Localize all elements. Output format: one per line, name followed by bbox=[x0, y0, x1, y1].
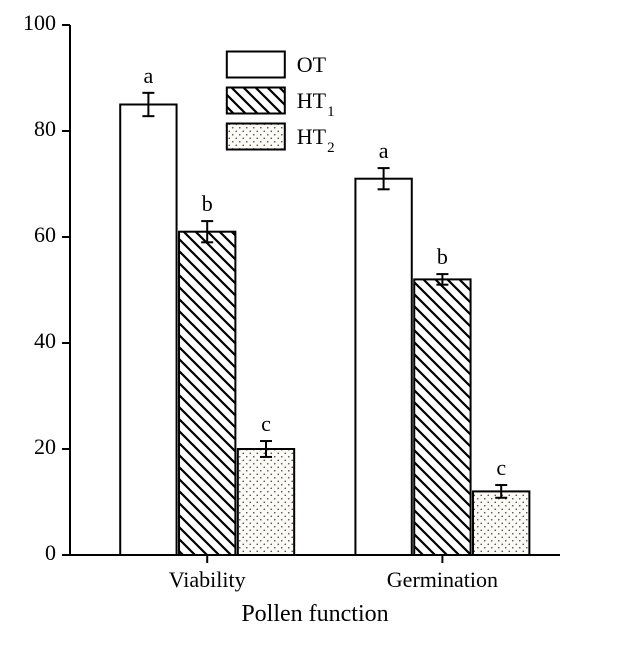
y-tick-label: 40 bbox=[34, 328, 56, 353]
sig-letter: a bbox=[144, 63, 154, 88]
bar-ht2-viability bbox=[238, 449, 294, 555]
sig-letter: b bbox=[202, 191, 213, 216]
bar-ht1-viability bbox=[179, 232, 235, 555]
y-tick-label: 0 bbox=[45, 540, 56, 565]
bar-ht2-germination bbox=[473, 491, 529, 555]
sig-letter: b bbox=[437, 244, 448, 269]
legend-swatch-ht1 bbox=[227, 88, 285, 114]
pollen-function-chart: 0 20 40 60 80 100 a b c Viability a b c Germination Po… bbox=[0, 0, 623, 663]
sig-letter: a bbox=[379, 138, 389, 163]
y-tick-label: 60 bbox=[34, 222, 56, 247]
bar-ht1-germination bbox=[414, 279, 470, 555]
legend-swatch-ht2 bbox=[227, 124, 285, 150]
x-axis-label: Pollen function bbox=[241, 601, 388, 627]
bar-ot-viability bbox=[120, 105, 176, 556]
legend-swatch-ot bbox=[227, 52, 285, 78]
y-tick-label: 20 bbox=[34, 434, 56, 459]
y-tick-label: 100 bbox=[23, 10, 56, 35]
bar-ot-germination bbox=[355, 179, 411, 555]
x-category-label: Viability bbox=[169, 567, 246, 592]
sig-letter: c bbox=[261, 411, 271, 436]
sig-letter: c bbox=[496, 455, 506, 480]
y-tick-label: 80 bbox=[34, 116, 56, 141]
x-category-label: Germination bbox=[387, 567, 498, 592]
legend-label: OT bbox=[297, 52, 327, 77]
